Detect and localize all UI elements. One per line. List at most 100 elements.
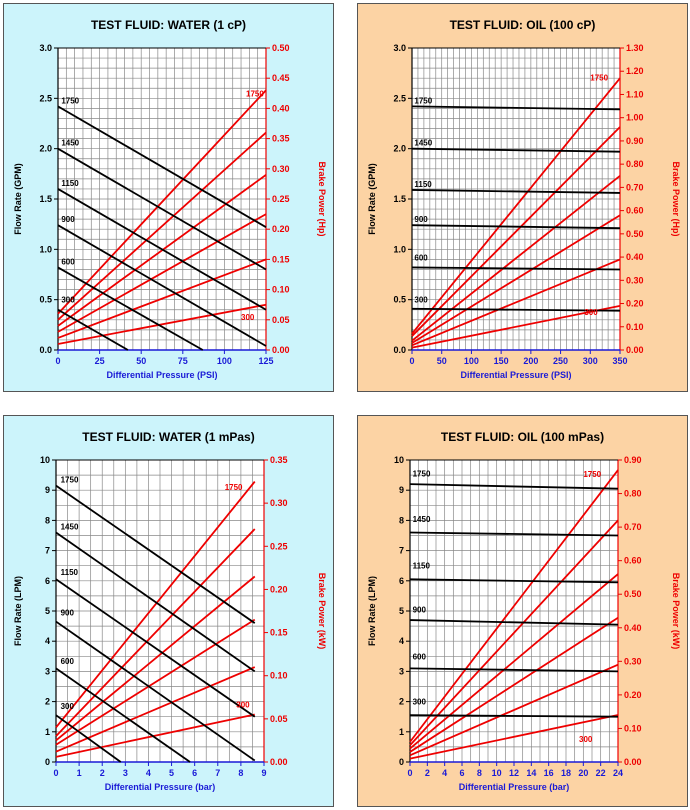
x-tick-label: 4	[442, 768, 447, 778]
x-axis-label: Differential Pressure (bar)	[105, 782, 216, 792]
x-axis-label: Differential Pressure (PSI)	[460, 370, 571, 380]
speed-label: 300	[414, 296, 428, 305]
power-line-900	[411, 214, 621, 344]
y2-tick-label: 0.20	[626, 299, 644, 309]
y-tick-label: 9	[45, 485, 50, 495]
y2-tick-label: 0.20	[272, 224, 290, 234]
y2-tick-label: 0.10	[626, 322, 644, 332]
y2-tick-label: 0.40	[626, 252, 644, 262]
power-line-1150	[411, 175, 621, 342]
power-label: 1750	[225, 483, 243, 492]
power-line-1750	[411, 77, 621, 335]
y2-tick-label: 0.00	[626, 345, 644, 355]
flow-line-1750	[55, 484, 256, 624]
x-axis-label: Differential Pressure (bar)	[459, 782, 570, 792]
flow-line-1450	[411, 147, 621, 153]
y2-tick-label: 0.10	[272, 285, 290, 295]
y2-tick-label: 1.30	[626, 43, 644, 53]
x-tick-label: 250	[553, 356, 568, 366]
y2-tick-label: 0.35	[272, 134, 290, 144]
y2-tick-label: 0.80	[624, 489, 642, 499]
power-line-1450	[411, 126, 621, 337]
y2-tick-label: 1.10	[626, 89, 644, 99]
speed-label: 600	[61, 657, 75, 666]
y-tick-label: 3.0	[39, 43, 52, 53]
flow-line-1450	[57, 147, 267, 271]
power-label: 300	[584, 308, 598, 317]
x-tick-label: 0	[409, 356, 414, 366]
power-line-1750	[57, 89, 267, 315]
flow-line-1150	[55, 578, 256, 718]
y2-tick-label: 0.45	[272, 73, 290, 83]
y-tick-label: 2.5	[393, 93, 406, 103]
x-tick-label: 8	[238, 768, 243, 778]
y-tick-label: 1.0	[39, 244, 52, 254]
y-tick-label: 1.5	[39, 194, 52, 204]
y2-axis-label: Brake Power (Hp)	[317, 161, 327, 236]
flow-line-300	[55, 714, 122, 763]
y2-tick-label: 0.90	[626, 136, 644, 146]
flow-line-900	[57, 224, 267, 347]
x-tick-label: 22	[596, 768, 606, 778]
y-tick-label: 1	[399, 727, 404, 737]
y2-axis-label: Brake Power (kW)	[671, 573, 681, 650]
speed-label: 1750	[61, 96, 79, 105]
x-tick-label: 2	[425, 768, 430, 778]
flow-line-1750	[411, 105, 621, 111]
x-tick-label: 6	[459, 768, 464, 778]
y2-tick-label: 0.60	[624, 556, 642, 566]
x-tick-label: 20	[578, 768, 588, 778]
y-tick-label: 2	[45, 697, 50, 707]
y2-tick-label: 1.00	[626, 113, 644, 123]
flow-line-1150	[57, 188, 267, 311]
power-line-1450	[55, 528, 256, 737]
power-line-300	[411, 304, 621, 349]
y2-tick-label: 0.50	[272, 43, 290, 53]
speed-label: 1450	[414, 139, 432, 148]
y2-tick-label: 0.15	[272, 254, 290, 264]
y-tick-label: 2.5	[39, 93, 52, 103]
power-line-900	[55, 618, 256, 746]
flow-line-300	[411, 307, 621, 312]
power-line-900	[409, 616, 619, 753]
x-tick-label: 18	[561, 768, 571, 778]
speed-label: 1150	[61, 568, 79, 577]
y-tick-label: 10	[40, 455, 50, 465]
y-tick-label: 1.0	[393, 244, 406, 254]
speed-label: 900	[61, 215, 75, 224]
x-tick-label: 50	[136, 356, 146, 366]
power-line-300	[57, 303, 267, 345]
y-tick-label: 6	[399, 576, 404, 586]
y2-tick-label: 0.20	[270, 584, 288, 594]
chart-panel-water-bar: TEST FLUID: WATER (1 mPas) 0 1 2 3 4 5 6 7 8 9 10 0.…	[3, 415, 334, 807]
flow-line-600	[57, 266, 204, 351]
y-axis-label: Flow Rate (GPM)	[13, 163, 23, 235]
y-tick-label: 4	[399, 636, 404, 646]
x-tick-label: 0	[407, 768, 412, 778]
y2-tick-label: 0.30	[624, 656, 642, 666]
power-label: 1750	[583, 470, 601, 479]
y2-tick-label: 0.40	[624, 623, 642, 633]
y2-tick-label: 0.30	[270, 498, 288, 508]
y-tick-label: 8	[399, 515, 404, 525]
chart-svg: TEST FLUID: OIL (100 mPas)0123456789100.…	[367, 430, 681, 792]
y2-tick-label: 0.10	[270, 671, 288, 681]
x-tick-label: 2	[100, 768, 105, 778]
y2-tick-label: 0.20	[624, 690, 642, 700]
speed-label: 1750	[414, 96, 432, 105]
y2-tick-label: 1.20	[626, 66, 644, 76]
power-line-600	[55, 666, 256, 753]
power-line-1150	[55, 575, 256, 742]
x-tick-label: 150	[494, 356, 509, 366]
speed-label: 1750	[413, 470, 431, 479]
power-label: 300	[236, 701, 250, 710]
x-tick-label: 75	[178, 356, 188, 366]
flow-line-1450	[409, 531, 619, 537]
y2-tick-label: 0.70	[624, 522, 642, 532]
x-tick-label: 10	[492, 768, 502, 778]
speed-label: 300	[61, 702, 75, 711]
y-tick-label: 9	[399, 485, 404, 495]
x-tick-label: 4	[146, 768, 151, 778]
speed-label: 1150	[413, 562, 431, 571]
speed-label: 1150	[414, 180, 432, 189]
